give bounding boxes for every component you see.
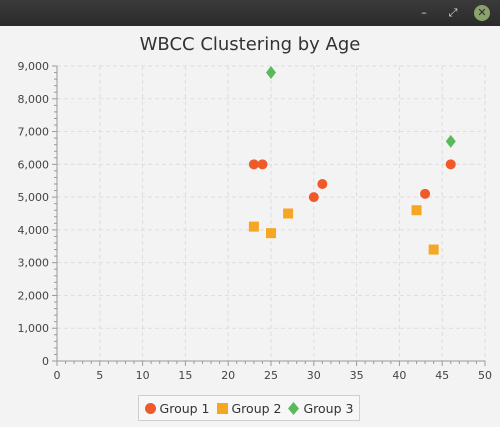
data-point-group-2: [283, 208, 294, 219]
legend-label-group-2: Group 2: [231, 400, 282, 416]
data-point-group-2: [266, 228, 276, 239]
minimize-icon[interactable]: –: [421, 6, 427, 19]
legend-item-group-3: Group 3: [288, 401, 353, 416]
legend-label-group-1: Group 1: [159, 400, 210, 416]
x-tick-label: 15: [178, 369, 192, 382]
x-tick-label: 5: [96, 369, 103, 382]
y-tick-label: 3,000: [18, 257, 50, 270]
maximize-icon[interactable]: ⤢: [448, 6, 458, 19]
y-tick-label: 5,000: [18, 191, 50, 204]
data-point-group-2: [428, 244, 439, 255]
data-point-group-3: [266, 66, 276, 80]
data-point-group-1: [420, 188, 431, 199]
chart-legend: Group 1 Group 2 Group 3: [138, 395, 360, 421]
y-tick-label: 2,000: [18, 289, 50, 302]
data-point-group-2: [248, 221, 259, 232]
data-point-group-1: [248, 159, 259, 170]
data-point-group-2: [411, 205, 422, 216]
legend-square-marker: [216, 402, 228, 414]
x-tick-label: 40: [392, 369, 406, 382]
x-tick-label: 0: [54, 369, 61, 382]
data-point-group-1: [445, 159, 456, 170]
close-icon[interactable]: ✕: [474, 5, 490, 21]
x-tick-label: 10: [136, 369, 150, 382]
y-tick-label: 0: [42, 355, 49, 368]
legend-item-group-1: Group 1: [144, 400, 210, 416]
data-point-group-1: [308, 192, 319, 203]
y-tick-label: 8,000: [18, 93, 50, 106]
x-tick-label: 45: [435, 369, 449, 382]
y-tick-label: 1,000: [18, 322, 50, 335]
data-point-group-1: [317, 179, 328, 189]
legend-item-group-2: Group 2: [216, 400, 282, 416]
legend-circle-marker: [144, 402, 156, 414]
x-tick-label: 20: [221, 369, 235, 382]
data-point-group-3: [445, 134, 456, 148]
y-tick-label: 4,000: [18, 224, 50, 237]
legend-diamond-marker: [288, 401, 300, 415]
chart-title: WBCC Clustering by Age: [139, 34, 361, 55]
data-point-group-1: [257, 159, 268, 170]
x-tick-label: 30: [307, 369, 321, 382]
window-titlebar: – ⤢ ✕: [0, 0, 500, 26]
x-tick-label: 25: [264, 369, 278, 382]
y-tick-label: 9,000: [18, 60, 50, 73]
y-tick-label: 6,000: [18, 158, 50, 171]
legend-label-group-3: Group 3: [303, 400, 354, 416]
x-tick-label: 35: [350, 369, 364, 382]
y-tick-label: 7,000: [18, 126, 50, 139]
x-tick-label: 50: [478, 369, 492, 382]
